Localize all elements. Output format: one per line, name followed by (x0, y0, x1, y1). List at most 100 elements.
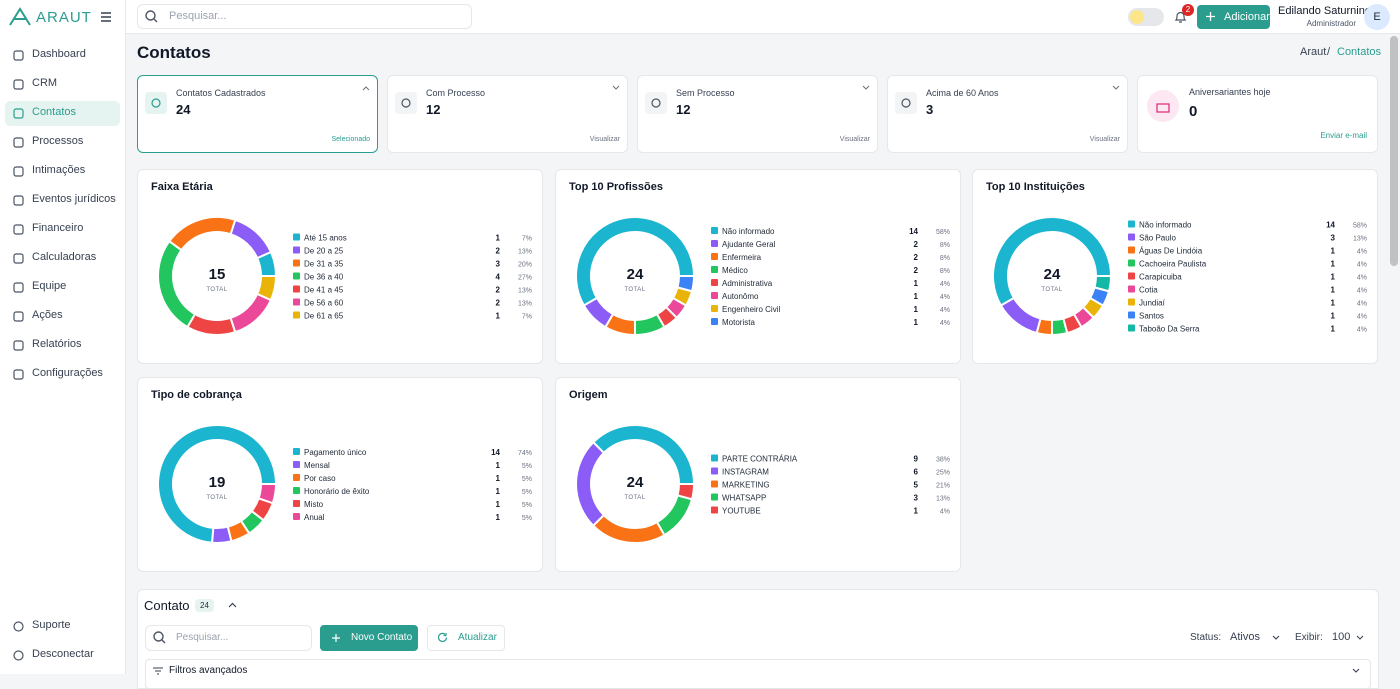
refresh-button[interactable] (427, 625, 505, 651)
filters-bar[interactable] (145, 659, 1371, 689)
stat-card[interactable] (137, 75, 378, 153)
legend-label: Não informado (1139, 221, 1192, 230)
stat-footer[interactable]: Selecionado (331, 136, 370, 143)
donut-segment (255, 275, 278, 302)
legend-value: 1 (1331, 325, 1336, 334)
legend-label: Taboão Da Serra (1139, 325, 1200, 334)
nav-item[interactable]: Equipe (32, 280, 67, 292)
nav-item[interactable]: Intimações (32, 164, 86, 176)
stat-card[interactable] (637, 75, 878, 153)
nav-icon (13, 650, 24, 661)
nav-item[interactable]: CRM (32, 77, 58, 89)
legend-swatch (293, 513, 300, 520)
filters-label[interactable]: Filtros avançados (169, 665, 248, 676)
donut-total: 24 (1044, 266, 1061, 283)
legend-value: 1 (1331, 260, 1336, 269)
nav-item[interactable]: Dashboard (32, 48, 86, 60)
legend-swatch (1128, 272, 1135, 280)
legend-percent: 74% (518, 450, 532, 457)
legend-swatch (1128, 324, 1135, 332)
legend-percent: 5% (522, 502, 532, 509)
donut-segment (591, 513, 666, 544)
legend-percent: 13% (936, 496, 950, 503)
legend-swatch (711, 253, 718, 260)
stat-footer[interactable]: Visualizar (1089, 136, 1120, 143)
new-contact-label[interactable]: Novo Contato (351, 632, 413, 643)
stat-card[interactable] (387, 75, 628, 153)
legend-percent: 4% (1357, 327, 1367, 334)
stat-value: 12 (426, 102, 441, 117)
nav-item[interactable]: Contatos (32, 106, 77, 118)
legend-percent: 27% (518, 275, 532, 282)
donut-chart: 19 TOTAL Pagamento único 14 74% Mensal 1 5% Por … (157, 424, 532, 544)
legend-percent: 5% (522, 515, 532, 522)
chevron[interactable] (362, 85, 370, 91)
add-button[interactable]: Adicionar (1224, 11, 1270, 23)
page-title: Contatos (137, 43, 211, 62)
breadcrumb-root[interactable]: Araut (1300, 46, 1327, 58)
legend-label: São Paulo (1139, 234, 1176, 243)
legend-percent: 4% (1357, 262, 1367, 269)
legend-value: 1 (496, 312, 501, 321)
nav-item[interactable]: Financeiro (32, 222, 84, 234)
donut-segment (1035, 317, 1053, 337)
legend-percent: 4% (1357, 249, 1367, 256)
legend-swatch (1128, 246, 1135, 254)
refresh-icon (437, 632, 448, 642)
stat-footer[interactable]: Visualizar (839, 136, 870, 143)
nav-item[interactable]: Processos (32, 135, 84, 147)
legend-swatch (1128, 298, 1135, 306)
chart-title: Top 10 Instituições (986, 181, 1085, 193)
chevron[interactable] (1112, 85, 1120, 91)
stat-footer[interactable]: Enviar e-mail (1320, 131, 1367, 140)
legend-percent: 7% (522, 236, 532, 243)
nav-item[interactable]: Suporte (32, 619, 71, 631)
nav-item[interactable]: Ações (32, 309, 63, 321)
stat-card[interactable] (1137, 75, 1378, 153)
menu-icon[interactable] (100, 11, 112, 23)
legend-label: Carapicuiba (1139, 273, 1182, 282)
nav-item[interactable]: Desconectar (32, 648, 94, 660)
nav-item[interactable]: Calculadoras (32, 251, 97, 263)
nav-item[interactable]: Configurações (32, 367, 103, 379)
nav-icon (13, 369, 24, 380)
status-value[interactable]: Ativos (1230, 631, 1260, 643)
nav-icon (13, 340, 24, 351)
donut-total: 19 (209, 474, 226, 491)
search-box[interactable] (137, 4, 472, 29)
legend-label: Santos (1139, 312, 1164, 321)
bell-icon[interactable] (1174, 10, 1187, 24)
legend-percent: 13% (518, 249, 532, 256)
legend-swatch (711, 493, 718, 501)
contacts-search[interactable] (145, 625, 312, 651)
legend-swatch (711, 467, 718, 475)
chevron[interactable] (862, 85, 870, 91)
nav-icon (13, 137, 24, 148)
donut-total: 24 (627, 266, 644, 283)
legend-percent: 8% (940, 242, 950, 249)
legend-label: Por caso (304, 474, 336, 483)
nav-item[interactable]: Eventos jurídicos (32, 193, 116, 205)
nav-item[interactable]: Relatórios (32, 338, 82, 350)
donut-segment (591, 424, 696, 485)
search-placeholder: Pesquisar... (169, 10, 227, 22)
show-value[interactable]: 100 (1332, 631, 1351, 643)
legend-percent: 58% (936, 229, 950, 236)
legend-percent: 4% (940, 320, 950, 327)
toggle-knob (1130, 10, 1144, 24)
stat-card[interactable] (887, 75, 1128, 153)
nav-icon (13, 311, 24, 322)
collapse-chevron[interactable] (228, 602, 237, 608)
legend-value: 2 (496, 299, 501, 308)
refresh-label[interactable]: Atualizar (458, 632, 497, 643)
legend-label: De 36 a 40 (304, 273, 344, 282)
legend-label: De 61 a 65 (304, 312, 344, 321)
avatar[interactable]: E (1364, 4, 1390, 30)
chevron[interactable] (612, 85, 620, 91)
legend-value: 4 (496, 273, 501, 282)
stat-footer[interactable]: Visualizar (589, 136, 620, 143)
stat-label: Contatos Cadastrados (176, 88, 266, 98)
legend-label: PARTE CONTRÁRIA (722, 455, 798, 464)
